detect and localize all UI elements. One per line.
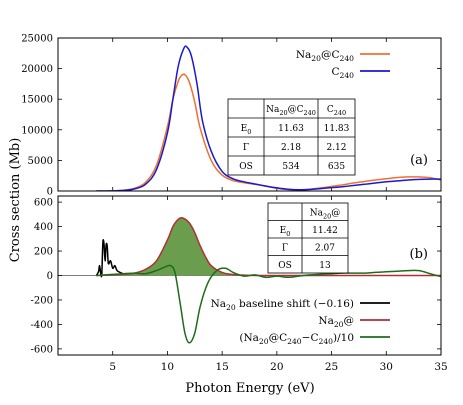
x-tick-label: 30 <box>380 361 393 373</box>
legend: Na20@C240 C240 <box>296 49 390 80</box>
table-cell: 11.42 <box>312 226 338 236</box>
x-tick-label: 5 <box>109 361 116 373</box>
series-line-1 <box>96 45 441 191</box>
y-tick-label: 25000 <box>21 34 53 45</box>
y-tick-label: 0 <box>47 187 53 198</box>
legend-label: C240 <box>331 66 354 80</box>
table-cell: OS <box>239 162 253 172</box>
y-tick-label: 5000 <box>28 156 53 167</box>
x-axis-label: Photon Energy (eV) <box>185 381 314 396</box>
x-tick-label: 20 <box>270 361 283 373</box>
table-cell: E0 <box>280 226 291 238</box>
y-tick-label: 0 <box>47 271 53 282</box>
series-line-2 <box>96 264 441 344</box>
y-tick-label: 600 <box>34 198 53 209</box>
legend-label: (Na20@C240−C240)/10 <box>239 332 354 346</box>
table-cell: OS <box>278 261 292 271</box>
table-cell: Γ <box>243 143 249 153</box>
table-cell: 2.07 <box>315 243 335 253</box>
x-tick-label: 25 <box>325 361 338 373</box>
table-cell: 2.18 <box>281 143 301 153</box>
legend-label: Na20 baseline shift (−0.16) <box>211 298 354 312</box>
panel-label: (a) <box>410 153 428 168</box>
table-cell: 11.63 <box>278 124 304 134</box>
x-tick-label: 10 <box>161 361 174 373</box>
x-tick-label: 15 <box>215 361 228 373</box>
y-tick-label: -600 <box>31 344 53 355</box>
panel-label: (b) <box>410 247 428 262</box>
y-tick-label: 20000 <box>21 64 53 75</box>
table-cell: 2.12 <box>326 143 346 153</box>
table-header-cell: Na20@C240 <box>266 105 316 117</box>
plot-area <box>95 216 441 344</box>
series-fill-1 <box>96 217 441 276</box>
params-table: Na20@C240 C240 E0 11.63 11.83 Γ 2.18 2.12 OS 534 6… <box>227 98 356 176</box>
table-cell: 11.83 <box>324 124 350 134</box>
series-line-0 <box>95 239 127 278</box>
plot-area <box>96 45 441 191</box>
table-cell: 534 <box>282 162 299 172</box>
legend-label: Na20@C240 <box>296 49 354 63</box>
plot-frame <box>57 37 442 192</box>
legend: Na20 baseline shift (−0.16) Na20@ (Na20@C2… <box>211 298 390 346</box>
plot-frame <box>57 195 442 356</box>
y-axis-label: Cross section (Mb) <box>8 138 23 263</box>
legend-label: Na20@ <box>318 315 354 329</box>
table-header-cell: C240 <box>327 105 346 117</box>
table-cell: Γ <box>282 243 288 253</box>
params-table: Na20@ E0 11.42 Γ 2.07 OS 13 <box>267 202 349 274</box>
table-cell: 635 <box>328 162 345 172</box>
table-cell: E0 <box>241 124 252 136</box>
table-header-cell: Na20@ <box>310 208 341 220</box>
y-tick-label: 400 <box>34 222 53 233</box>
x-tick-label: 35 <box>434 361 447 373</box>
y-tick-label: -400 <box>31 320 53 331</box>
table-cell: 13 <box>319 261 331 271</box>
y-tick-label: -200 <box>31 295 53 306</box>
y-tick-label: 10000 <box>21 125 53 136</box>
panel-a: 0 5000 10000 15000 20000 25000 Na20@C240 C240 (a… <box>21 34 442 198</box>
y-tick-label: 15000 <box>21 95 53 106</box>
panel-b: 5 10 15 20 25 30 35 -600 -400 -200 0 200 400 600 Na20 … <box>31 195 448 373</box>
y-tick-label: 200 <box>34 247 53 258</box>
